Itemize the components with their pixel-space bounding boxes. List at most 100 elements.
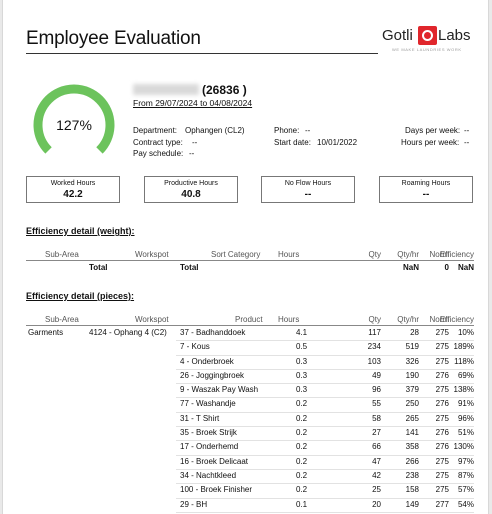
cell-hours: 0.2 — [296, 399, 308, 409]
cell-qty-hr: 358 — [405, 442, 419, 452]
kpi-label: Roaming Hours — [401, 180, 451, 187]
cell-hours: 0.3 — [296, 385, 308, 395]
phone-label: Phone: — [274, 126, 300, 135]
pieces-table: Sub-Area Workspot Product Hours Qty Qty/… — [26, 313, 474, 513]
gauge-arc — [33, 84, 115, 154]
cell-norm: 276 — [435, 428, 449, 438]
col-product: Product — [235, 315, 263, 324]
col-sort-category: Sort Category — [211, 250, 261, 259]
col-norm: Norm — [429, 250, 449, 259]
cell-norm: 275 — [435, 456, 449, 466]
cell-norm: 275 — [435, 470, 449, 480]
cell-norm: 275 — [435, 356, 449, 366]
total-norm: 0 — [444, 263, 449, 272]
schedule-value: -- — [189, 149, 195, 158]
col-workspot: Workspot — [135, 250, 169, 259]
redacted-name — [133, 84, 199, 95]
cell-norm: 276 — [435, 442, 449, 452]
cell-qty: 58 — [372, 413, 381, 423]
department-label: Department: — [133, 126, 178, 135]
cell-norm: 275 — [435, 342, 449, 352]
total-subarea: Total — [89, 263, 108, 272]
cell-subarea: Garments — [28, 328, 64, 337]
cell-product: 26 - Joggingbroek — [180, 370, 245, 380]
cell-qty: 27 — [372, 428, 381, 438]
days-per-week-label: Days per week: — [405, 126, 461, 135]
cell-efficiency: 96% — [457, 413, 474, 423]
cell-hours: 0.2 — [296, 470, 308, 480]
logo-tagline: WE MAKE LAUNDRIES WORK — [392, 47, 462, 52]
cell-qty-hr: 158 — [405, 485, 419, 495]
employee-id: (26836 ) — [202, 83, 247, 97]
row-divider — [176, 354, 474, 356]
start-date-label: Start date: — [274, 138, 311, 147]
cell-efficiency: 69% — [457, 370, 474, 380]
contract-value: -- — [192, 138, 198, 147]
col-qty: Qty — [368, 315, 381, 324]
row-divider — [176, 411, 474, 413]
table-row: 9 - Waszak Pay Wash 0.3 96 379 275 138% — [26, 383, 474, 399]
cell-qty-hr: 265 — [405, 413, 419, 423]
table-row: 34 - Nachtkleed 0.2 42 238 275 87% — [26, 469, 474, 485]
table-row: 4 - Onderbroek 0.3 103 326 275 118% — [26, 355, 474, 370]
cell-efficiency: 10% — [457, 328, 474, 337]
cell-norm: 275 — [435, 485, 449, 495]
cell-efficiency: 87% — [457, 470, 474, 480]
cell-hours: 0.2 — [296, 413, 308, 423]
table-row: 35 - Broek Strijk 0.2 27 141 276 51% — [26, 426, 474, 442]
col-efficiency: Efficiency — [439, 250, 474, 259]
row-divider — [176, 511, 474, 513]
table-row: 77 - Washandje 0.2 55 250 276 91% — [26, 397, 474, 413]
row-divider — [176, 368, 474, 370]
cell-efficiency: 118% — [454, 356, 474, 366]
table-row: 26 - Joggingbroek 0.3 49 190 276 69% — [26, 369, 474, 385]
row-divider — [176, 454, 474, 456]
cell-qty: 103 — [367, 356, 381, 366]
cell-efficiency: 51% — [457, 428, 474, 438]
cell-qty-hr: 326 — [405, 356, 419, 366]
cell-qty-hr: 149 — [405, 499, 419, 509]
kpi-label: No Flow Hours — [284, 180, 332, 187]
cell-product: 9 - Waszak Pay Wash — [180, 385, 259, 395]
total-efficiency: NaN — [457, 263, 474, 272]
cell-product: 37 - Badhanddoek — [180, 328, 246, 337]
cell-qty: 234 — [367, 342, 381, 352]
table-header-row: Sub-Area Workspot Sort Category Hours Qt… — [26, 248, 474, 261]
table-row: 7 - Kous 0.5 234 519 275 189% — [26, 340, 474, 356]
kpi-value: -- — [422, 189, 430, 200]
row-divider — [176, 426, 474, 428]
cell-workspot: 4124 - Ophang 4 (C2) — [89, 328, 167, 337]
hours-per-week-label: Hours per week: — [401, 138, 460, 147]
col-norm: Norm — [429, 315, 449, 324]
cell-norm: 275 — [435, 413, 449, 423]
cell-norm: 276 — [435, 370, 449, 380]
cell-efficiency: 97% — [457, 456, 474, 466]
cell-hours: 0.2 — [296, 485, 308, 495]
kpi-value: 42.2 — [63, 189, 83, 200]
cell-norm: 276 — [435, 399, 449, 409]
cell-norm: 275 — [435, 328, 449, 337]
cell-efficiency: 54% — [457, 499, 474, 509]
cell-product: 4 - Onderbroek — [180, 356, 234, 366]
table-row: 29 - BH 0.1 20 149 277 54% — [26, 498, 474, 513]
schedule-label: Pay schedule: — [133, 149, 184, 158]
total-qty-hr: NaN — [402, 263, 419, 272]
company-logo: Gotli Labs WE MAKE LAUNDRIES WORK — [382, 26, 474, 54]
col-sub-area: Sub-Area — [45, 250, 79, 259]
cell-hours: 4.1 — [296, 328, 308, 337]
cell-product: 17 - Onderhemd — [180, 442, 239, 452]
weight-table: Sub-Area Workspot Sort Category Hours Qt… — [26, 248, 474, 274]
cell-hours: 0.3 — [296, 370, 308, 380]
title-divider — [26, 53, 378, 54]
cell-norm: 275 — [435, 385, 449, 395]
cell-qty: 96 — [372, 385, 381, 395]
row-divider — [176, 397, 474, 399]
cell-product: 7 - Kous — [180, 342, 210, 352]
kpi-no-flow-hours: No Flow Hours -- — [261, 176, 355, 203]
logo-word-2: Labs — [438, 27, 471, 44]
kpi-productive-hours: Productive Hours 40.8 — [144, 176, 238, 203]
col-sub-area: Sub-Area — [45, 315, 79, 324]
row-divider — [176, 340, 474, 342]
phone-value: -- — [305, 126, 311, 135]
